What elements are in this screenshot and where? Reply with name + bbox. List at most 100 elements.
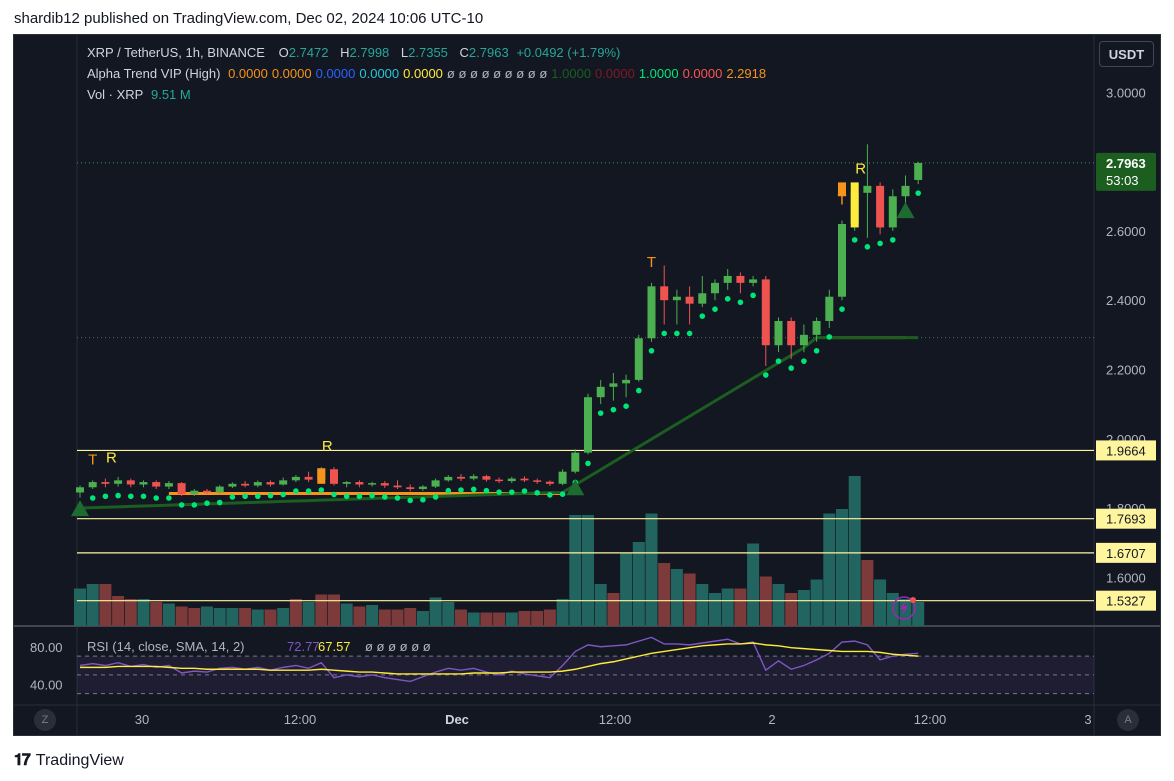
volume-bar bbox=[213, 608, 226, 626]
signal-marker: R bbox=[855, 160, 866, 177]
change-value: +0.0492 (+1.79%) bbox=[516, 45, 621, 60]
signal-dot bbox=[712, 306, 718, 312]
signal-dot bbox=[293, 488, 299, 494]
candle-body bbox=[672, 296, 681, 301]
volume-bar bbox=[112, 596, 125, 626]
candle-body bbox=[101, 482, 110, 484]
candle-body bbox=[901, 185, 910, 197]
signal-marker: T bbox=[88, 451, 97, 468]
footer: 𝟏𝟕 TradingView bbox=[14, 752, 124, 770]
signal-marker: R bbox=[322, 438, 333, 455]
signal-dot bbox=[610, 406, 617, 413]
indicator-value: 1.0000 bbox=[638, 66, 679, 81]
volume-bar bbox=[175, 606, 188, 626]
candle-body bbox=[164, 483, 173, 487]
candle-body bbox=[888, 196, 897, 228]
tradingview-logo-icon: 𝟏𝟕 bbox=[14, 752, 31, 769]
indicator-value: 0.0000 bbox=[271, 66, 312, 81]
candle-body bbox=[190, 490, 199, 495]
candle-body bbox=[152, 482, 161, 487]
candle-body bbox=[698, 293, 707, 304]
symbol-label[interactable]: XRP / TetherUS, 1h, BINANCE bbox=[87, 45, 265, 60]
signal-dot bbox=[801, 358, 807, 364]
candle-body bbox=[330, 469, 338, 484]
indicator-name[interactable]: Alpha Trend VIP (High) bbox=[87, 66, 221, 81]
signal-dot bbox=[496, 489, 502, 495]
signal-dot bbox=[559, 491, 566, 497]
candle-body bbox=[418, 486, 427, 490]
countdown-label: 53:03 bbox=[1106, 173, 1139, 188]
volume-bar bbox=[785, 593, 798, 626]
volume-bar bbox=[899, 599, 912, 626]
volume-bar bbox=[531, 611, 544, 626]
volume-bar bbox=[277, 608, 290, 626]
level-label-bg bbox=[1096, 590, 1156, 611]
time-tick: 12:00 bbox=[599, 712, 632, 727]
corner-a-button[interactable]: A bbox=[1117, 709, 1139, 731]
volume-bar bbox=[582, 515, 594, 626]
signal-dot bbox=[343, 493, 350, 500]
indicator-value: ø ø ø ø ø ø ø ø ø bbox=[446, 66, 548, 81]
buy-triangle bbox=[71, 500, 89, 517]
buy-triangle bbox=[566, 479, 585, 496]
volume-bar bbox=[226, 608, 239, 626]
signal-dot bbox=[369, 492, 375, 499]
signal-marker: T bbox=[837, 192, 846, 209]
rsi-sma-value: 67.57 bbox=[318, 639, 351, 654]
signal-dot bbox=[470, 486, 477, 493]
footer-brand: TradingView bbox=[35, 752, 124, 769]
candle-body bbox=[584, 397, 592, 453]
signal-marker: T bbox=[647, 254, 656, 271]
candle-body bbox=[177, 483, 186, 495]
currency-button[interactable]: USDT bbox=[1099, 41, 1154, 67]
volume-bar bbox=[239, 608, 252, 626]
signal-dot bbox=[839, 306, 845, 312]
volume-bar bbox=[569, 515, 582, 626]
candle-body bbox=[545, 481, 554, 484]
rsi-value: 72.77 bbox=[287, 639, 320, 654]
price-tick: 2.2000 bbox=[1106, 362, 1146, 377]
candle-body bbox=[469, 476, 478, 479]
volume-bar bbox=[861, 560, 874, 626]
time-tick: 12:00 bbox=[914, 712, 947, 727]
volume-bar bbox=[823, 513, 836, 626]
level-label-bg bbox=[1096, 440, 1156, 461]
volume-bar bbox=[797, 590, 810, 626]
signal-dot bbox=[534, 490, 540, 496]
signal-dot bbox=[140, 493, 147, 500]
volume-bar bbox=[442, 602, 455, 626]
candle-body bbox=[279, 480, 288, 485]
candle-body bbox=[266, 482, 275, 485]
signal-dot bbox=[191, 502, 198, 508]
candle-body bbox=[482, 476, 491, 480]
signal-dot bbox=[686, 330, 693, 337]
signal-dot bbox=[305, 488, 312, 494]
volume-bar bbox=[264, 609, 277, 626]
signal-dot bbox=[737, 299, 744, 306]
volume-bar bbox=[251, 609, 264, 626]
signal-dot bbox=[458, 487, 464, 493]
candle-body bbox=[914, 162, 923, 180]
candle-body bbox=[139, 482, 148, 485]
price-tick: 2.4000 bbox=[1106, 293, 1146, 308]
volume-value: 9.51 M bbox=[150, 87, 191, 102]
signal-dot bbox=[597, 410, 604, 416]
signal-dot bbox=[547, 492, 553, 498]
signal-dot bbox=[915, 190, 921, 196]
corner-z-button[interactable]: Z bbox=[34, 709, 56, 731]
candle-body bbox=[774, 320, 783, 346]
signal-dot bbox=[407, 497, 414, 504]
low-value: 2.7355 bbox=[408, 45, 448, 60]
candle-body bbox=[520, 478, 529, 481]
volume-bar bbox=[696, 584, 709, 626]
current-price-label: 2.7963 bbox=[1106, 156, 1146, 171]
rsi-sma-line bbox=[80, 642, 919, 675]
indicator-legend: Alpha Trend VIP (High) 0.0000 0.0000 0.000… bbox=[87, 66, 774, 81]
volume-bar bbox=[620, 552, 633, 626]
candle-body bbox=[609, 383, 618, 387]
candle-body bbox=[711, 282, 719, 294]
signal-dot bbox=[280, 491, 287, 498]
signal-dot bbox=[661, 330, 667, 337]
volume-label[interactable]: Vol · XRP bbox=[87, 87, 144, 102]
